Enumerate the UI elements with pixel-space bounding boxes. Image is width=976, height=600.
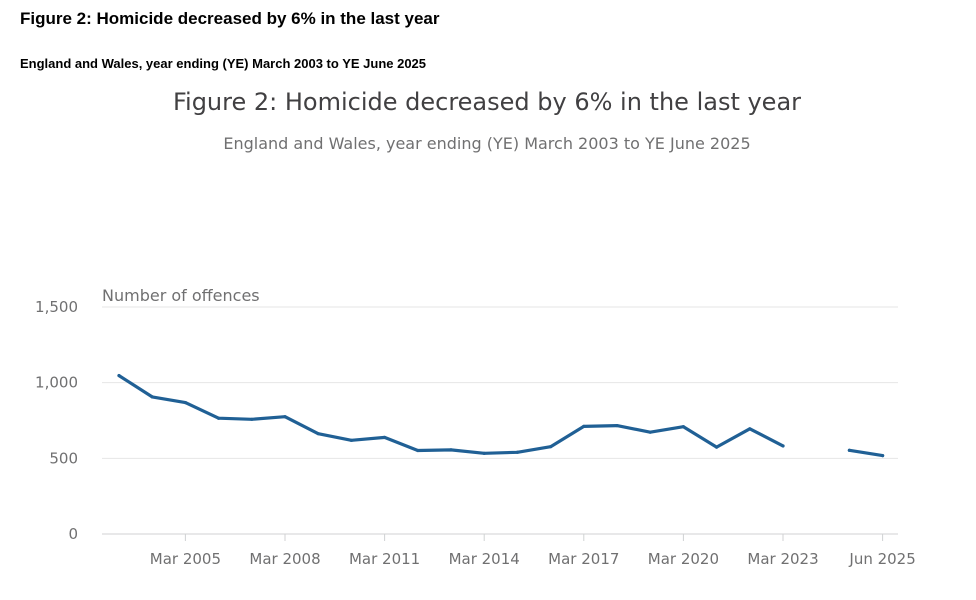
data-point[interactable] xyxy=(515,450,520,454)
document-title: Figure 2: Homicide decreased by 6% in th… xyxy=(20,9,440,28)
y-tick-label: 500 xyxy=(49,449,78,467)
x-axis-ticks: Mar 2005 Mar 2008 Mar 2011 Mar 2014 Mar 2017… xyxy=(150,534,916,568)
data-point[interactable] xyxy=(881,454,885,458)
x-tick-label: Mar 2020 xyxy=(648,550,719,568)
y-tick-label: 0 xyxy=(68,525,78,543)
data-point[interactable] xyxy=(582,424,586,429)
x-tick-label: Mar 2011 xyxy=(349,550,420,568)
y-tick-label: 1,000 xyxy=(35,374,78,392)
data-point[interactable] xyxy=(648,430,652,434)
series-line-segment xyxy=(117,374,785,455)
x-tick-label: Mar 2014 xyxy=(449,550,520,568)
data-point[interactable] xyxy=(217,416,221,420)
x-tick-label: Mar 2017 xyxy=(548,550,619,568)
data-point[interactable] xyxy=(549,445,553,449)
data-point[interactable] xyxy=(383,435,387,440)
data-point[interactable] xyxy=(150,395,154,399)
document-subtitle: England and Wales, year ending (YE) Marc… xyxy=(20,56,427,71)
data-point[interactable] xyxy=(449,448,453,452)
chart-subtitle: England and Wales, year ending (YE) Marc… xyxy=(223,134,750,153)
data-point[interactable] xyxy=(316,432,320,436)
y-tick-label: 1,500 xyxy=(35,298,78,316)
data-point[interactable] xyxy=(748,427,752,431)
x-tick-label: Mar 2005 xyxy=(150,550,221,568)
chart-title: Figure 2: Homicide decreased by 6% in th… xyxy=(173,88,801,116)
data-point[interactable] xyxy=(349,438,353,442)
x-tick-label: Jun 2025 xyxy=(848,550,915,568)
data-point[interactable] xyxy=(781,444,785,448)
data-point[interactable] xyxy=(117,373,121,378)
data-point[interactable] xyxy=(615,424,619,428)
data-point[interactable] xyxy=(681,425,686,429)
series-layer xyxy=(117,373,885,458)
x-tick-label: Mar 2023 xyxy=(747,550,818,568)
data-point[interactable] xyxy=(250,417,254,421)
gridlines xyxy=(102,306,898,535)
data-point[interactable] xyxy=(283,415,287,419)
series-line-segment xyxy=(847,448,885,458)
data-point[interactable] xyxy=(715,445,719,449)
y-axis-ticks: 0 500 1,000 1,500 xyxy=(35,298,78,543)
data-point[interactable] xyxy=(183,401,187,405)
data-point[interactable] xyxy=(847,448,852,452)
data-point[interactable] xyxy=(482,451,486,455)
y-axis-label: Number of offences xyxy=(102,286,260,305)
x-tick-label: Mar 2008 xyxy=(249,550,320,568)
data-point[interactable] xyxy=(416,448,420,453)
